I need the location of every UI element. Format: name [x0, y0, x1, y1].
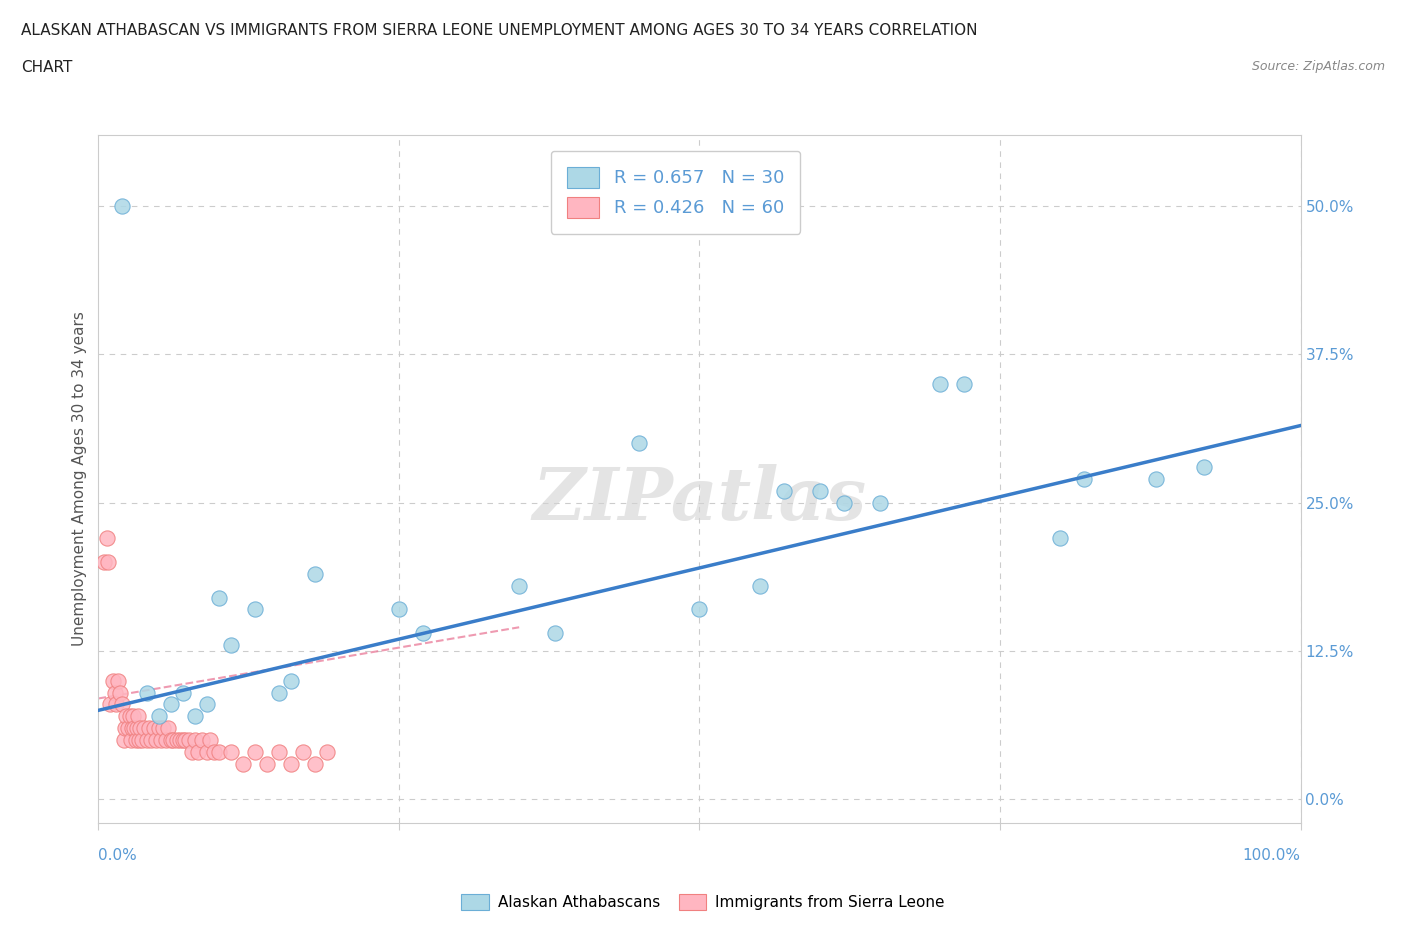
Point	[243, 602, 266, 617]
Point	[267, 744, 290, 759]
Point	[1073, 472, 1095, 486]
Point	[125, 733, 148, 748]
Point	[928, 377, 950, 392]
Point	[1144, 472, 1167, 486]
Point	[388, 602, 411, 617]
Point	[149, 733, 172, 748]
Point	[183, 709, 205, 724]
Point	[808, 484, 831, 498]
Point	[412, 626, 434, 641]
Point	[148, 709, 170, 724]
Point	[132, 721, 155, 736]
Point	[243, 744, 266, 759]
Point	[115, 709, 138, 724]
Point	[748, 578, 770, 593]
Text: 100.0%: 100.0%	[1243, 848, 1301, 863]
Point	[508, 578, 530, 593]
Point	[97, 554, 120, 569]
Point	[1194, 459, 1216, 474]
Point	[172, 733, 194, 748]
Point	[291, 744, 314, 759]
Point	[232, 756, 254, 771]
Point	[181, 744, 204, 759]
Point	[304, 756, 326, 771]
Point	[117, 721, 139, 736]
Point	[121, 721, 143, 736]
Point	[101, 673, 124, 688]
Point	[159, 697, 181, 711]
Point	[131, 733, 153, 748]
Point	[174, 733, 197, 748]
Point	[280, 756, 302, 771]
Point	[124, 721, 146, 736]
Text: ALASKAN ATHABASCAN VS IMMIGRANTS FROM SIERRA LEONE UNEMPLOYMENT AMONG AGES 30 TO: ALASKAN ATHABASCAN VS IMMIGRANTS FROM SI…	[21, 23, 977, 38]
Point	[135, 733, 157, 748]
Point	[208, 591, 231, 605]
Point	[304, 566, 326, 581]
Point	[157, 721, 180, 736]
Point	[159, 733, 181, 748]
Point	[141, 733, 163, 748]
Point	[142, 721, 165, 736]
Point	[107, 673, 129, 688]
Point	[128, 733, 150, 748]
Point	[688, 602, 710, 617]
Point	[219, 638, 242, 653]
Y-axis label: Unemployment Among Ages 30 to 34 years: Unemployment Among Ages 30 to 34 years	[72, 312, 87, 646]
Point	[544, 626, 567, 641]
Point	[177, 733, 200, 748]
Point	[772, 484, 794, 498]
Point	[202, 744, 225, 759]
Point	[125, 721, 148, 736]
Point	[315, 744, 337, 759]
Point	[1049, 531, 1071, 546]
Point	[105, 697, 128, 711]
Point	[104, 685, 127, 700]
Point	[162, 733, 184, 748]
Point	[172, 685, 194, 700]
Point	[267, 685, 290, 700]
Point	[152, 721, 174, 736]
Point	[155, 733, 177, 748]
Point	[200, 733, 222, 748]
Point	[135, 685, 157, 700]
Point	[869, 496, 891, 511]
Point	[832, 496, 855, 511]
Point	[256, 756, 278, 771]
Point	[191, 733, 214, 748]
Point	[145, 733, 167, 748]
Point	[118, 709, 141, 724]
Point	[93, 554, 115, 569]
Point	[111, 697, 134, 711]
Text: 0.0%: 0.0%	[98, 848, 138, 863]
Point	[108, 685, 131, 700]
Point	[112, 733, 135, 748]
Point	[120, 733, 142, 748]
Point	[166, 733, 188, 748]
Legend: Alaskan Athabascans, Immigrants from Sierra Leone: Alaskan Athabascans, Immigrants from Sie…	[454, 886, 952, 918]
Point	[100, 697, 122, 711]
Point	[628, 436, 651, 451]
Point	[219, 744, 242, 759]
Point	[187, 744, 209, 759]
Text: ZIPatlas: ZIPatlas	[533, 464, 866, 535]
Point	[96, 531, 118, 546]
Point	[953, 377, 976, 392]
Point	[148, 721, 170, 736]
Point	[111, 199, 134, 214]
Legend: R = 0.657   N = 30, R = 0.426   N = 60: R = 0.657 N = 30, R = 0.426 N = 60	[551, 151, 800, 234]
Point	[280, 673, 302, 688]
Point	[138, 721, 160, 736]
Point	[183, 733, 205, 748]
Point	[195, 697, 218, 711]
Text: Source: ZipAtlas.com: Source: ZipAtlas.com	[1251, 60, 1385, 73]
Point	[129, 721, 152, 736]
Point	[169, 733, 191, 748]
Point	[122, 709, 145, 724]
Text: CHART: CHART	[21, 60, 73, 75]
Point	[208, 744, 231, 759]
Point	[195, 744, 218, 759]
Point	[127, 709, 149, 724]
Point	[114, 721, 136, 736]
